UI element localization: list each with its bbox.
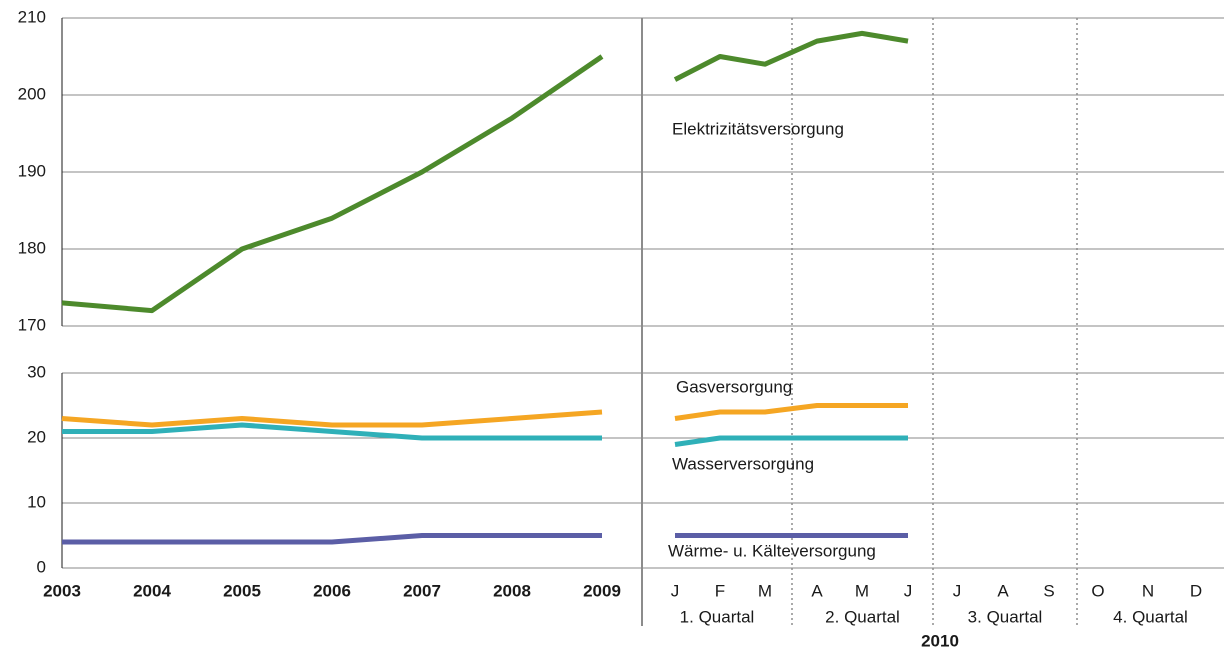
x-tick-label: 2007 [403,581,441,600]
y-tick-label: 180 [18,238,46,257]
quarter-label: 2. Quartal [825,607,900,626]
x-tick-label: M [855,581,869,600]
quarter-label: 1. Quartal [680,607,755,626]
series-line [62,533,602,545]
x-tick-label: 2005 [223,581,261,600]
x-tick-label: 2003 [43,581,81,600]
x-tick-label: 2009 [583,581,621,600]
y-tick-label: 200 [18,84,46,103]
x-tick-label: 2006 [313,581,351,600]
x-tick-label: J [671,581,680,600]
x-tick-label: J [953,581,962,600]
series-line [61,409,603,428]
x-tick-label: M [758,581,772,600]
year-group-label: 2010 [921,631,959,650]
y-tick-label: 190 [18,161,46,180]
x-tick-label: A [997,581,1009,600]
y-tick-label: 20 [27,427,46,446]
quarter-label: 3. Quartal [968,607,1043,626]
quarter-label: 4. Quartal [1113,607,1188,626]
series-label: Wärme- u. Kälteversorgung [668,541,876,560]
series-label: Wasserversorgung [672,454,814,473]
x-tick-label: S [1043,581,1054,600]
series-line [62,422,602,441]
x-tick-label: D [1190,581,1202,600]
x-tick-label: O [1091,581,1104,600]
x-tick-label: A [811,581,823,600]
series-label: Gasversorgung [676,377,792,396]
y-tick-label: 10 [27,492,46,511]
series-line [674,435,908,447]
series-line [673,30,909,82]
series-label: Elektrizitätsversorgung [672,119,844,138]
x-tick-label: J [904,581,913,600]
x-tick-label: F [715,581,725,600]
x-tick-label: 2008 [493,581,531,600]
y-tick-label: 30 [27,362,46,381]
y-tick-label: 210 [18,7,46,26]
series-line [61,54,604,314]
y-tick-label: 170 [18,315,46,334]
x-tick-label: N [1142,581,1154,600]
x-tick-label: 2004 [133,581,171,600]
y-tick-label: 0 [37,557,46,576]
series-line [674,403,908,421]
